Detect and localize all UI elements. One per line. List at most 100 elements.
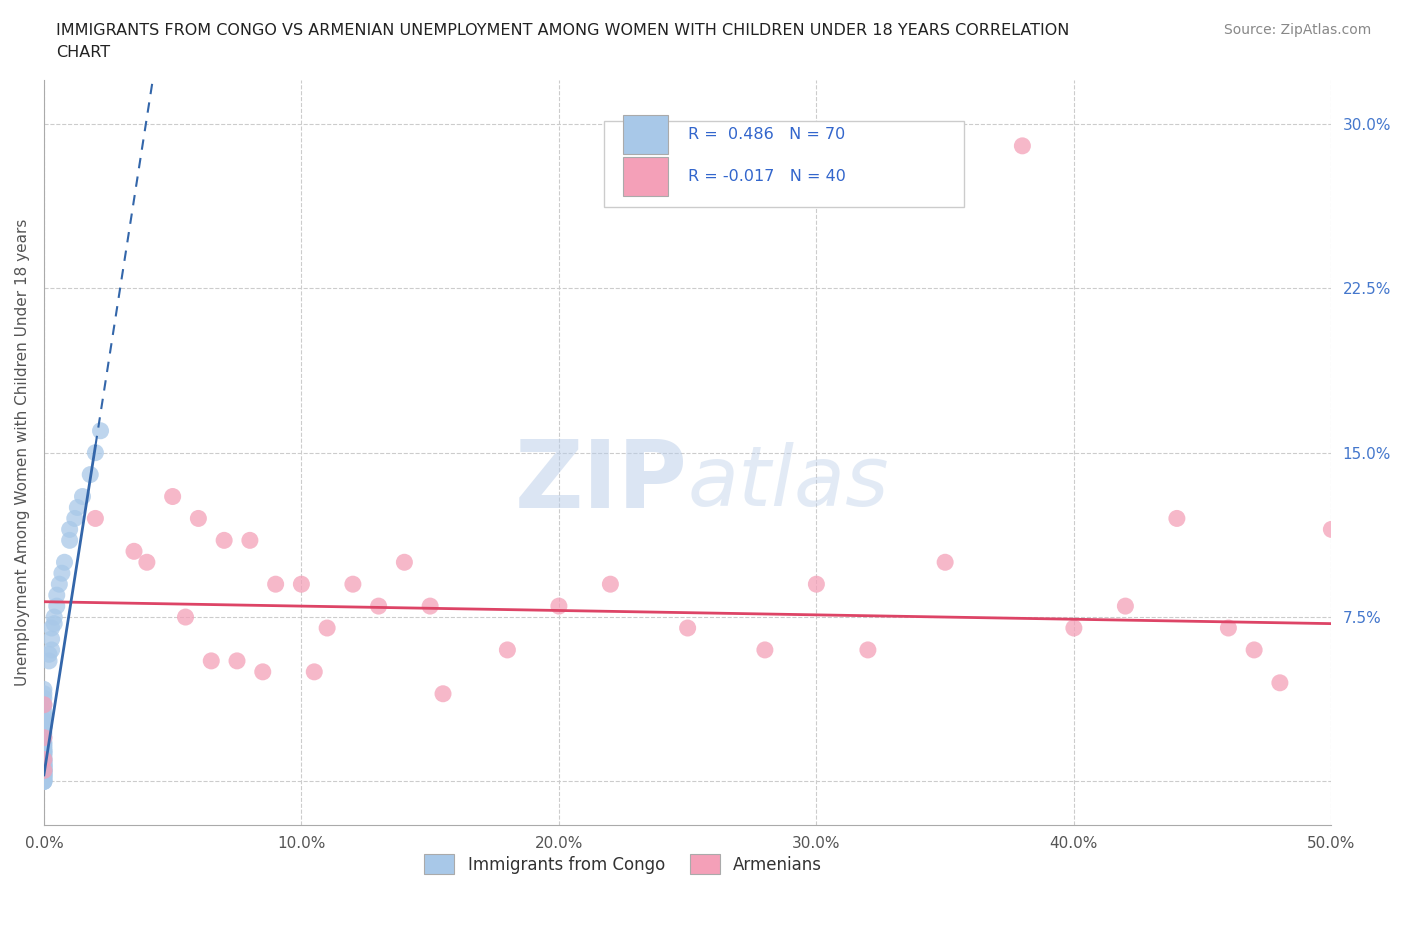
Legend: Immigrants from Congo, Armenians: Immigrants from Congo, Armenians (418, 847, 830, 881)
Point (135, 555, 157, 570)
Point (32, 730, 55, 745)
Point (264, 577, 287, 591)
Point (45, 599, 67, 614)
Text: Source: ZipAtlas.com: Source: ZipAtlas.com (1223, 23, 1371, 37)
Text: ZIP: ZIP (515, 436, 688, 528)
Point (394, 555, 416, 570)
Point (44, 617, 66, 631)
Point (32, 759, 55, 774)
Point (212, 533, 235, 548)
Point (32, 763, 55, 777)
Point (32, 698, 55, 712)
Point (32, 770, 55, 785)
Point (32, 741, 55, 756)
Point (496, 643, 519, 658)
Point (856, 643, 879, 658)
Point (1063, 620, 1085, 635)
Point (32, 682, 55, 697)
Point (32, 767, 55, 782)
Point (239, 533, 262, 548)
Point (32, 698, 55, 712)
Point (32, 719, 55, 734)
Point (1011, 139, 1033, 153)
Text: atlas: atlas (688, 442, 889, 523)
Point (32, 763, 55, 777)
Point (51, 565, 73, 580)
Point (32, 754, 55, 769)
Point (32, 765, 55, 780)
Point (1268, 675, 1291, 690)
Point (41, 620, 63, 635)
Point (59, 522, 82, 537)
Point (290, 577, 312, 591)
Point (32, 719, 55, 734)
Text: R = -0.017   N = 40: R = -0.017 N = 40 (688, 169, 845, 184)
Point (48, 577, 70, 591)
Point (32, 709, 55, 724)
Point (41, 631, 63, 646)
Point (32, 754, 55, 769)
Point (32, 737, 55, 751)
Point (32, 739, 55, 754)
Point (38, 647, 60, 662)
Point (32, 774, 55, 789)
Point (1166, 511, 1188, 525)
Point (32, 772, 55, 787)
Point (32, 759, 55, 774)
Point (41, 643, 63, 658)
Point (304, 664, 326, 679)
Point (1114, 599, 1136, 614)
Point (200, 654, 222, 669)
Text: IMMIGRANTS FROM CONGO VS ARMENIAN UNEMPLOYMENT AMONG WOMEN WITH CHILDREN UNDER 1: IMMIGRANTS FROM CONGO VS ARMENIAN UNEMPL… (56, 23, 1070, 60)
Point (174, 610, 197, 625)
Point (1218, 620, 1240, 635)
FancyBboxPatch shape (605, 121, 965, 206)
Point (32, 763, 55, 777)
Point (45, 588, 67, 603)
Point (79, 467, 101, 482)
Point (32, 743, 55, 758)
Point (934, 555, 956, 570)
Point (84, 511, 107, 525)
Point (754, 643, 776, 658)
Point (44, 610, 66, 625)
Point (32, 725, 55, 740)
Point (187, 511, 209, 525)
Point (32, 691, 55, 706)
Text: R =  0.486   N = 70: R = 0.486 N = 70 (688, 126, 845, 141)
Point (32, 752, 55, 767)
Point (32, 763, 55, 777)
Point (122, 544, 145, 559)
Point (32, 761, 55, 776)
Point (72, 489, 94, 504)
FancyBboxPatch shape (623, 157, 668, 196)
Point (32, 770, 55, 785)
Point (1320, 522, 1343, 537)
Point (162, 489, 184, 504)
Point (32, 774, 55, 789)
Y-axis label: Unemployment Among Women with Children Under 18 years: Unemployment Among Women with Children U… (15, 219, 30, 686)
Point (32, 715, 55, 730)
Point (84, 445, 107, 460)
Point (419, 599, 441, 614)
Point (32, 750, 55, 764)
Point (32, 752, 55, 767)
Point (32, 752, 55, 767)
Point (32, 717, 55, 732)
Point (63, 511, 86, 525)
Point (548, 599, 571, 614)
Point (32, 743, 55, 758)
Point (252, 664, 274, 679)
Point (32, 774, 55, 789)
Point (1243, 643, 1265, 658)
Point (32, 746, 55, 761)
Point (32, 772, 55, 787)
Point (32, 756, 55, 771)
Point (32, 759, 55, 774)
Point (676, 620, 699, 635)
Point (32, 735, 55, 750)
Point (90, 423, 112, 438)
Point (32, 730, 55, 745)
Point (32, 712, 55, 727)
Point (32, 704, 55, 719)
